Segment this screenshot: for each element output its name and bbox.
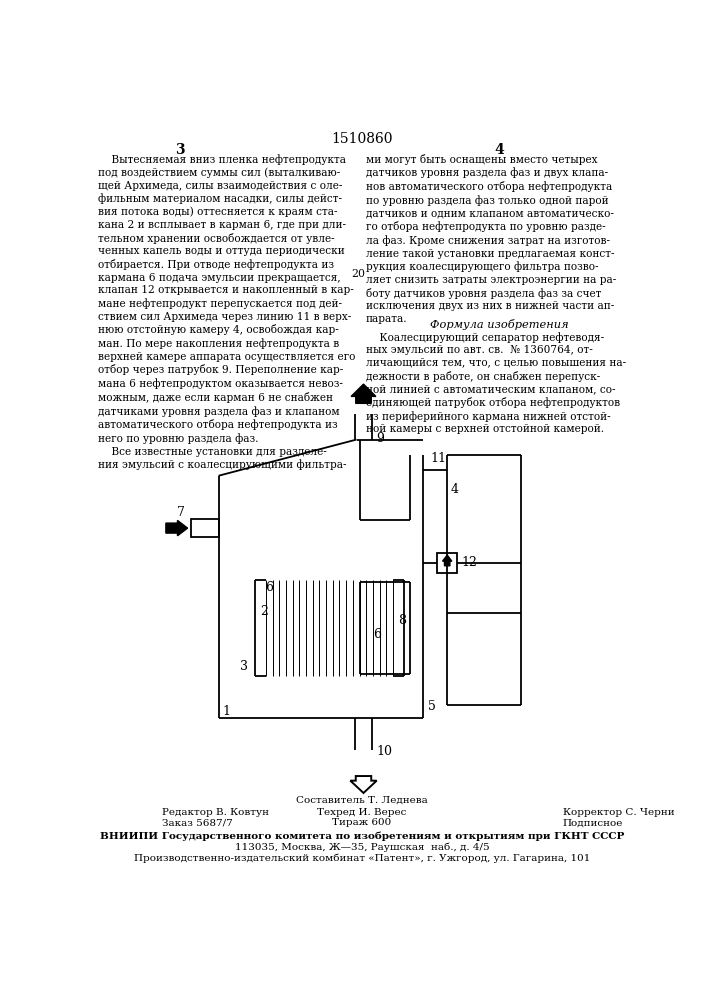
FancyArrow shape <box>443 555 452 566</box>
Text: Формула изобретения: Формула изобретения <box>430 319 568 330</box>
Text: 4: 4 <box>451 483 459 496</box>
Text: Тираж 600: Тираж 600 <box>332 818 392 827</box>
Text: 9: 9 <box>376 432 384 445</box>
Text: ВНИИПИ Государственного комитета по изобретениям и открытиям при ГКНТ СССР: ВНИИПИ Государственного комитета по изоб… <box>100 831 624 841</box>
Text: Заказ 5687/7: Заказ 5687/7 <box>162 818 233 827</box>
Text: ми могут быть оснащены вместо четырех
датчиков уровня раздела фаз и двух клапа-
: ми могут быть оснащены вместо четырех да… <box>366 154 616 324</box>
Text: Составитель Т. Леднева: Составитель Т. Леднева <box>296 796 428 805</box>
Text: Корректор С. Черни: Корректор С. Черни <box>563 808 674 817</box>
Text: 10: 10 <box>377 745 392 758</box>
FancyArrow shape <box>351 776 377 793</box>
Text: 3: 3 <box>240 660 247 673</box>
Text: 11: 11 <box>431 452 447 465</box>
Text: 6: 6 <box>265 581 273 594</box>
Text: Подписное: Подписное <box>563 818 623 827</box>
Text: 8: 8 <box>398 614 407 627</box>
Text: 113035, Москва, Ж—35, Раушская  наб., д. 4/5: 113035, Москва, Ж—35, Раушская наб., д. … <box>235 842 489 852</box>
Bar <box>437 553 457 573</box>
Text: 12: 12 <box>461 556 477 569</box>
Text: Техред И. Верес: Техред И. Верес <box>317 808 407 817</box>
Text: 1510860: 1510860 <box>331 132 392 146</box>
FancyArrow shape <box>166 520 187 536</box>
Text: 4: 4 <box>494 143 504 157</box>
Text: 1: 1 <box>223 705 230 718</box>
Text: 3: 3 <box>175 143 185 157</box>
Text: 20: 20 <box>351 269 365 279</box>
FancyArrow shape <box>351 384 376 403</box>
Text: 5: 5 <box>428 700 436 713</box>
Text: 7: 7 <box>177 506 185 519</box>
Text: Редактор В. Ковтун: Редактор В. Ковтун <box>162 808 269 817</box>
Text: 6: 6 <box>373 628 382 641</box>
Text: Коалесцирующий сепаратор нефтеводя-
ных эмульсий по авт. св.  № 1360764, от-
лич: Коалесцирующий сепаратор нефтеводя- ных … <box>366 332 626 434</box>
Text: Производственно-издательский комбинат «Патент», г. Ужгород, ул. Гагарина, 101: Производственно-издательский комбинат «П… <box>134 853 590 863</box>
Text: Вытесняемая вниз пленка нефтепродукта
под воздействием суммы сил (выталкиваю-
ще: Вытесняемая вниз пленка нефтепродукта по… <box>98 154 355 470</box>
Bar <box>191 519 218 537</box>
Text: 2: 2 <box>260 605 268 618</box>
